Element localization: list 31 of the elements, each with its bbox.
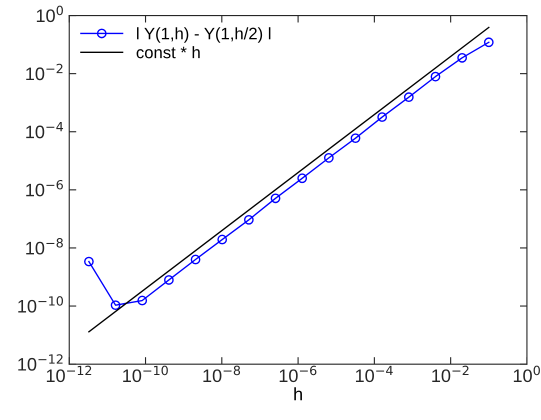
x-axis-title: h [294, 387, 302, 400]
x-tick-label: 10$^{−2}$ [432, 366, 469, 382]
point [164, 275, 174, 285]
y-tick-label: 10$^{−2}$ [26, 64, 62, 80]
point [350, 133, 360, 144]
point [324, 153, 334, 163]
point [270, 193, 280, 204]
point [404, 92, 414, 102]
point [244, 214, 254, 225]
point [457, 52, 467, 63]
x-tick-label: 10$^{−4}$ [356, 366, 393, 382]
point [110, 300, 120, 310]
x-tick-label: 10$^{−10}$ [123, 366, 168, 382]
point [137, 296, 148, 306]
point [217, 234, 228, 244]
y-tick-label: 10$^{−8}$ [26, 238, 63, 255]
legend-label: l Y(1,h) - Y(1,h/2) l [137, 27, 270, 43]
point [190, 254, 200, 264]
x-tick-label: 10$^{−6}$ [280, 366, 316, 382]
y-tick-label: 10$^{−10}$ [18, 296, 63, 313]
point [377, 112, 388, 122]
x-tick-label: 10$^{0}$ [514, 366, 540, 382]
point [84, 256, 94, 266]
y-tick-label: 10$^{0}$ [36, 6, 63, 22]
point [484, 37, 494, 48]
y-tick-label: 10$^{−6}$ [26, 180, 63, 196]
point [430, 72, 440, 82]
x-tick-label: 10$^{−8}$ [203, 366, 240, 382]
point [297, 173, 308, 184]
legend-label: const * h [136, 46, 200, 58]
y-tick-label: 10$^{−4}$ [26, 122, 64, 138]
